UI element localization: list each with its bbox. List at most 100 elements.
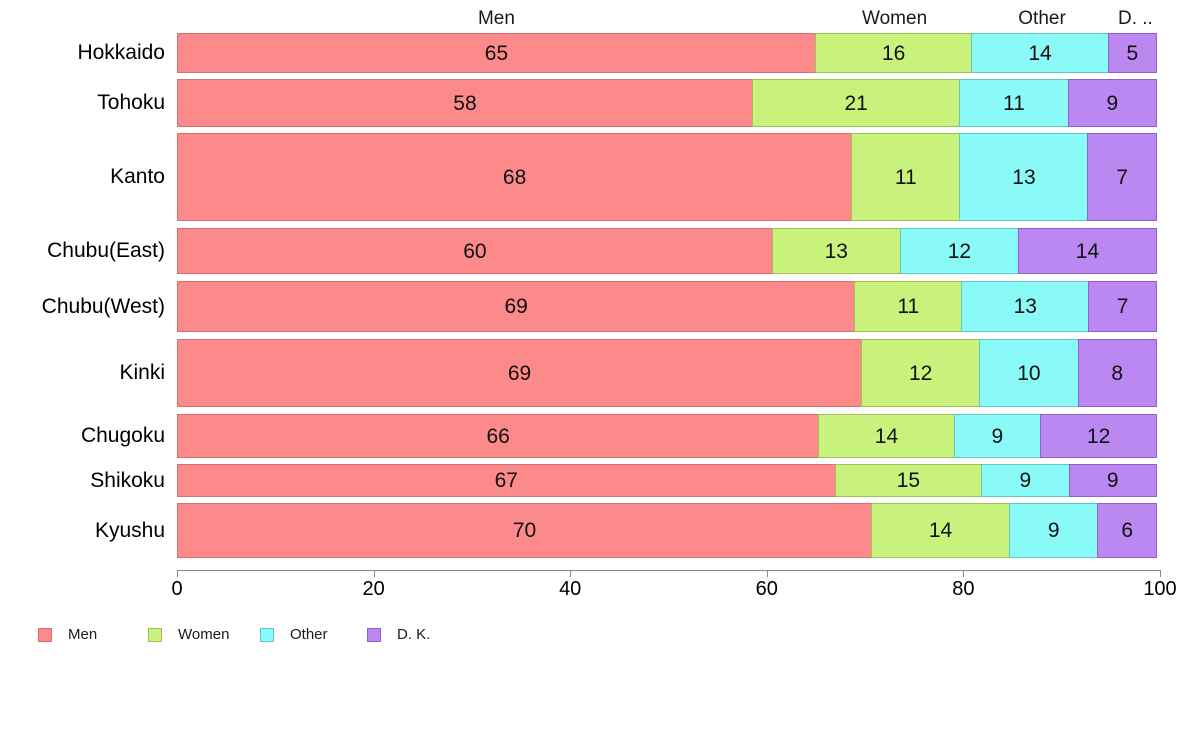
x-axis-tick — [766, 570, 768, 577]
bar-segment: 11 — [851, 133, 961, 221]
column-header: Women — [862, 8, 928, 29]
category-label: Kanto — [110, 165, 165, 188]
segment-value: 9 — [1047, 519, 1060, 542]
legend-label: Women — [178, 626, 230, 643]
bar-row: 67 15 9 9 — [177, 464, 1160, 497]
segment-value: 13 — [1012, 165, 1036, 189]
legend-swatch-icon — [148, 627, 162, 642]
x-axis-tick-label: 40 — [559, 578, 582, 600]
x-axis-tick — [963, 570, 965, 577]
column-header: Men — [477, 8, 515, 29]
bar-segment: 65 — [177, 33, 816, 73]
bar-segment: 15 — [834, 464, 983, 497]
legend-swatch-icon — [260, 627, 274, 642]
x-axis-tick — [570, 570, 572, 577]
bar-segment: 8 — [1077, 339, 1157, 407]
legend-label: Men — [68, 626, 98, 643]
bar-segment: 9 — [1009, 503, 1099, 558]
legend-item-d-k[interactable]: D. K. — [367, 626, 430, 643]
x-axis-tick-label: 100 — [1143, 578, 1177, 600]
segment-value: 10 — [1017, 361, 1041, 385]
legend-swatch-icon — [38, 627, 52, 642]
segment-value: 21 — [844, 91, 868, 115]
bar-segment: 11 — [854, 281, 963, 332]
segment-value: 69 — [507, 361, 532, 385]
x-axis-tick-label: 20 — [362, 578, 385, 600]
x-axis-tick-label: 60 — [755, 578, 778, 600]
legend-item-other[interactable]: Other — [260, 626, 328, 643]
category-label: Kinki — [119, 361, 165, 384]
x-axis-tick-label: 0 — [171, 578, 183, 600]
segment-value: 67 — [494, 469, 518, 492]
legend-item-men[interactable]: Men — [38, 626, 97, 643]
bar-segment: 68 — [177, 133, 853, 221]
x-axis-tick — [1160, 570, 1161, 577]
column-header: Other — [1018, 8, 1066, 29]
segment-value: 12 — [1086, 424, 1111, 448]
segment-value: 14 — [1028, 41, 1052, 65]
bar-segment: 10 — [979, 339, 1079, 407]
segment-value: 58 — [453, 91, 477, 115]
x-axis-tick-label: 80 — [952, 578, 975, 600]
bar-row: 68 11 13 7 — [177, 133, 1160, 221]
segment-value: 14 — [874, 424, 899, 448]
bar-segment: 6 — [1097, 503, 1157, 558]
bar-row: 69 11 13 7 — [177, 281, 1160, 332]
segment-value: 69 — [504, 295, 528, 318]
segment-value: 9 — [1106, 469, 1119, 492]
segment-value: 60 — [463, 239, 487, 263]
legend-swatch-icon — [367, 627, 381, 642]
segment-value: 65 — [484, 41, 509, 65]
bar-segment: 66 — [177, 414, 820, 458]
segment-value: 66 — [486, 424, 510, 448]
segment-value: 9 — [1019, 469, 1032, 492]
segment-value: 7 — [1116, 165, 1129, 189]
segment-value: 13 — [824, 239, 848, 263]
x-axis-line — [177, 570, 1160, 571]
bar-segment: 70 — [177, 503, 873, 558]
bar-segment: 16 — [814, 33, 973, 73]
bar-segment: 12 — [861, 339, 981, 407]
bar-segment: 9 — [981, 464, 1070, 497]
bar-segment: 12 — [1040, 414, 1157, 458]
bar-segment: 67 — [177, 464, 836, 497]
category-label: Chubu(West) — [41, 294, 165, 318]
segment-value: 11 — [1003, 91, 1025, 115]
legend-label: D. K. — [397, 626, 431, 643]
segment-value: 12 — [909, 361, 933, 385]
legend-item-women[interactable]: Women — [148, 626, 229, 643]
segment-value: 15 — [896, 469, 920, 492]
segment-value: 12 — [947, 239, 972, 263]
bar-segment: 14 — [1017, 228, 1157, 274]
category-label: Hokkaido — [77, 41, 165, 64]
bar-segment: 60 — [177, 228, 773, 274]
bar-row: 60 13 12 14 — [177, 228, 1160, 274]
bar-segment: 11 — [959, 79, 1069, 127]
segment-value: 9 — [991, 424, 1004, 448]
category-label: Kyushu — [94, 518, 165, 542]
bar-segment: 12 — [899, 228, 1019, 274]
segment-value: 6 — [1121, 519, 1134, 542]
bar-row: 70 14 9 6 — [177, 503, 1160, 558]
x-axis-tick — [177, 570, 178, 577]
x-axis-tick — [373, 570, 375, 577]
bar-row: 65 16 14 5 — [177, 33, 1160, 73]
segment-value: 5 — [1126, 41, 1139, 65]
segment-value: 8 — [1111, 361, 1124, 385]
bar-row: 66 14 9 12 — [177, 414, 1160, 458]
bar-segment: 58 — [177, 79, 753, 127]
bar-segment: 14 — [871, 503, 1011, 558]
segment-value: 14 — [928, 519, 953, 542]
category-label: Chugoku — [80, 424, 165, 447]
bar-segment: 7 — [1088, 281, 1157, 332]
bar-segment: 9 — [1068, 464, 1157, 497]
bar-segment: 7 — [1087, 133, 1157, 221]
legend-label: Other — [290, 626, 328, 643]
segment-value: 13 — [1013, 295, 1037, 318]
bar-segment: 13 — [771, 228, 901, 274]
column-header: D. .. — [1118, 8, 1153, 29]
bar-segment: 69 — [177, 281, 856, 332]
segment-value: 14 — [1075, 239, 1100, 263]
bar-segment: 14 — [971, 33, 1109, 73]
bar-segment: 13 — [961, 281, 1090, 332]
